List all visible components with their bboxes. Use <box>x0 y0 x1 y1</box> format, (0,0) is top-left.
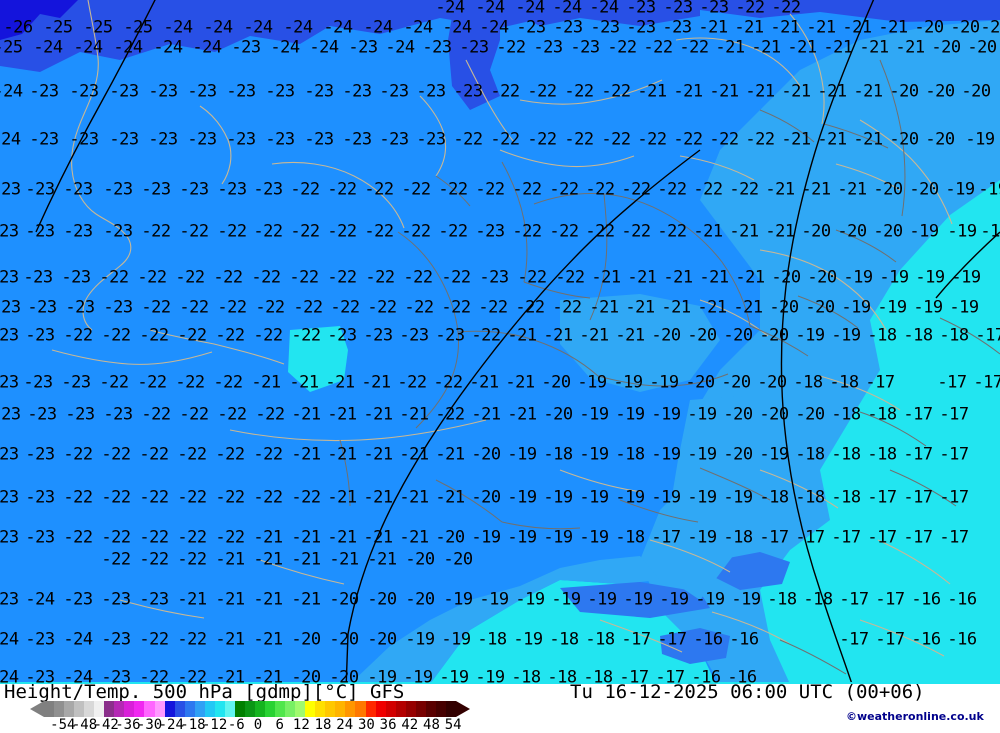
copyright-credit: ©weatheronline.co.uk <box>846 710 984 723</box>
band-blue-pocket-se1 <box>560 582 710 618</box>
band-deepblue-nw <box>0 0 78 40</box>
color-scale-tick: 48 <box>423 717 440 733</box>
map-bottom-edge <box>0 682 1000 684</box>
color-swatch <box>124 701 135 717</box>
color-scale-tick: -42 <box>93 717 119 733</box>
color-scale-tick: -18 <box>180 717 206 733</box>
band-cyan-southeast <box>760 180 1000 684</box>
map-footer: Height/Temp. 500 hPa [gdmp][°C] GFS Tu 1… <box>0 681 1000 733</box>
color-swatch <box>415 701 426 717</box>
forecast-timestamp: Tu 16-12-2025 06:00 UTC (00+06) <box>570 681 925 703</box>
color-swatch <box>204 701 215 717</box>
color-swatch <box>435 701 446 717</box>
color-swatch <box>194 701 205 717</box>
color-scale-tick: -36 <box>115 717 141 733</box>
color-swatch <box>134 701 145 717</box>
color-scale-tick: 6 <box>275 717 284 733</box>
color-swatch <box>94 701 105 717</box>
color-swatch <box>295 701 306 717</box>
color-swatch <box>305 701 316 717</box>
color-swatch <box>104 701 115 717</box>
color-swatch <box>315 701 326 717</box>
color-swatch <box>445 701 456 717</box>
color-swatch <box>234 701 245 717</box>
color-swatch <box>224 701 235 717</box>
color-swatch <box>214 701 225 717</box>
height-contour-east-2 <box>935 231 1000 299</box>
color-scale-tick: -12 <box>201 717 228 733</box>
color-swatch <box>265 701 276 717</box>
height-contour-east <box>780 0 875 684</box>
color-swatch <box>365 701 376 717</box>
color-scale-tick: 30 <box>357 717 375 733</box>
color-swatch <box>244 701 255 717</box>
color-scale-low-cap <box>30 701 44 717</box>
color-scale-tick: 24 <box>336 717 354 733</box>
color-scale-tick: -48 <box>71 717 98 733</box>
band-blue-ne <box>520 0 700 26</box>
color-swatch <box>44 701 55 717</box>
color-scale-tick: 42 <box>401 717 419 733</box>
color-scale-tick: -24 <box>158 717 184 733</box>
band-cyanblue-centre <box>668 396 786 600</box>
temperature-bands <box>0 0 1000 684</box>
color-scale-tick: 54 <box>444 717 462 733</box>
color-swatch <box>355 701 366 717</box>
band-cyan-alps <box>560 294 720 392</box>
color-swatch <box>74 701 85 717</box>
color-scale-tick: 12 <box>292 717 310 733</box>
height-contour-nw <box>35 0 156 233</box>
color-scale-ticks: -54 -48 -42 -36 -30 -24 -18 -12 -6 0 6 12 18 24 30 36 42… <box>30 717 480 733</box>
color-swatch <box>425 701 436 717</box>
color-swatch <box>405 701 416 717</box>
color-swatch <box>64 701 75 717</box>
color-swatch <box>335 701 346 717</box>
height-contours <box>35 0 1000 684</box>
color-scale-tick: -30 <box>136 717 163 733</box>
color-scale-high-cap <box>456 701 470 717</box>
weather-map[interactable]: -24 -24 -24 -24 -24 -23 -23 -23 -22 -22 -26 -25 -25-… <box>0 0 1000 684</box>
color-swatch <box>254 701 266 717</box>
color-swatch <box>154 701 165 717</box>
color-scale-tick: 18 <box>314 717 332 733</box>
band-cyan-biscay <box>288 326 348 392</box>
color-swatch <box>385 701 396 717</box>
height-contour-central <box>345 149 701 684</box>
color-swatch <box>285 701 296 717</box>
color-scale-swatches <box>44 701 456 717</box>
band-blue-pocket-se2 <box>660 628 730 664</box>
color-scale-tick: -6 <box>227 717 245 733</box>
color-scale-tick: 0 <box>253 717 263 733</box>
color-swatch <box>184 701 195 717</box>
band-cyanblue-south-central <box>350 556 660 684</box>
color-swatch <box>144 701 155 717</box>
color-scale-tick: -54 <box>50 717 76 733</box>
color-scale <box>30 701 470 717</box>
color-swatch <box>375 701 386 717</box>
color-swatch <box>345 701 356 717</box>
color-swatch <box>114 701 125 717</box>
color-swatch <box>395 701 406 717</box>
band-blue-north <box>0 0 1000 72</box>
country-borders <box>339 59 1000 675</box>
map-canvas <box>0 0 1000 684</box>
map-title: Height/Temp. 500 hPa [gdmp][°C] GFS <box>4 681 405 703</box>
color-swatch <box>164 701 175 717</box>
color-swatch <box>325 701 336 717</box>
color-swatch <box>84 701 95 717</box>
color-swatch <box>275 701 286 717</box>
color-swatch <box>54 701 65 717</box>
color-scale-tick: 36 <box>379 717 397 733</box>
color-swatch <box>174 701 185 717</box>
band-blue-denmark <box>448 0 500 110</box>
band-blue-pocket-se3 <box>716 552 790 590</box>
